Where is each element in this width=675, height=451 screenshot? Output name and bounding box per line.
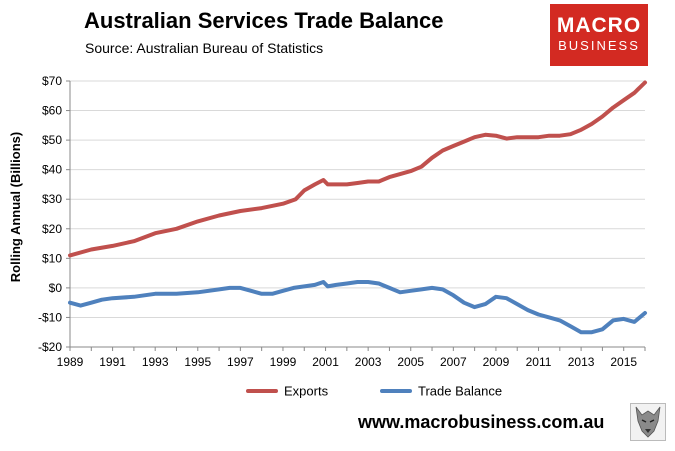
x-tick-label: 2011 [526, 355, 552, 369]
logo-line-2: BUSINESS [558, 38, 640, 53]
x-tick-label: 2001 [312, 355, 339, 369]
x-tick-label: 2003 [355, 355, 382, 369]
x-tick-label: 2015 [610, 355, 637, 369]
gridlines [70, 80, 645, 318]
x-tick-label: 1989 [57, 355, 84, 369]
y-axis-label: Rolling Annual (Billions) [8, 132, 23, 282]
series-line-exports [68, 80, 647, 258]
x-tick-label: 2007 [440, 355, 467, 369]
macrobusiness-logo: MACRO BUSINESS [550, 4, 648, 66]
y-tick-label: $40 [42, 163, 62, 177]
series-line-trade-balance [68, 280, 647, 335]
chart-title: Australian Services Trade Balance [84, 8, 444, 33]
y-tick-label: $60 [42, 104, 62, 118]
legend: Exports Trade Balance [246, 384, 502, 399]
x-axis-ticks: 1989 1991 1993 1995 1997 1999 2001 2003 2005 2007… [57, 347, 646, 369]
wolf-head-icon [630, 403, 666, 441]
y-tick-label: -$10 [38, 310, 62, 324]
y-tick-label: $10 [42, 251, 62, 265]
series-lines [68, 80, 647, 335]
x-tick-label: 1991 [99, 355, 126, 369]
axes [69, 81, 645, 348]
x-tick-label: 2005 [397, 355, 424, 369]
y-tick-label: $0 [49, 281, 63, 295]
x-tick-label: 2009 [483, 355, 510, 369]
x-tick-label: 1995 [184, 355, 211, 369]
legend-label-exports: Exports [284, 384, 329, 399]
x-tick-label: 1997 [227, 355, 254, 369]
logo-line-1: MACRO [556, 14, 642, 37]
x-tick-label: 1993 [142, 355, 169, 369]
y-tick-label: -$20 [38, 340, 62, 354]
y-tick-label: $70 [42, 74, 62, 88]
y-tick-label: $50 [42, 133, 62, 147]
legend-label-trade-balance: Trade Balance [418, 384, 502, 399]
footer-url: www.macrobusiness.com.au [358, 412, 605, 432]
x-tick-label: 1999 [270, 355, 297, 369]
y-tick-label: $30 [42, 192, 62, 206]
chart-source: Source: Australian Bureau of Statistics [85, 40, 324, 56]
y-tick-label: $20 [42, 222, 62, 236]
x-tick-label: 2013 [568, 355, 595, 369]
y-axis-ticks: -$20 -$10 $0 $10 $20 $30 $40 $50 $60 $70 [38, 74, 70, 354]
